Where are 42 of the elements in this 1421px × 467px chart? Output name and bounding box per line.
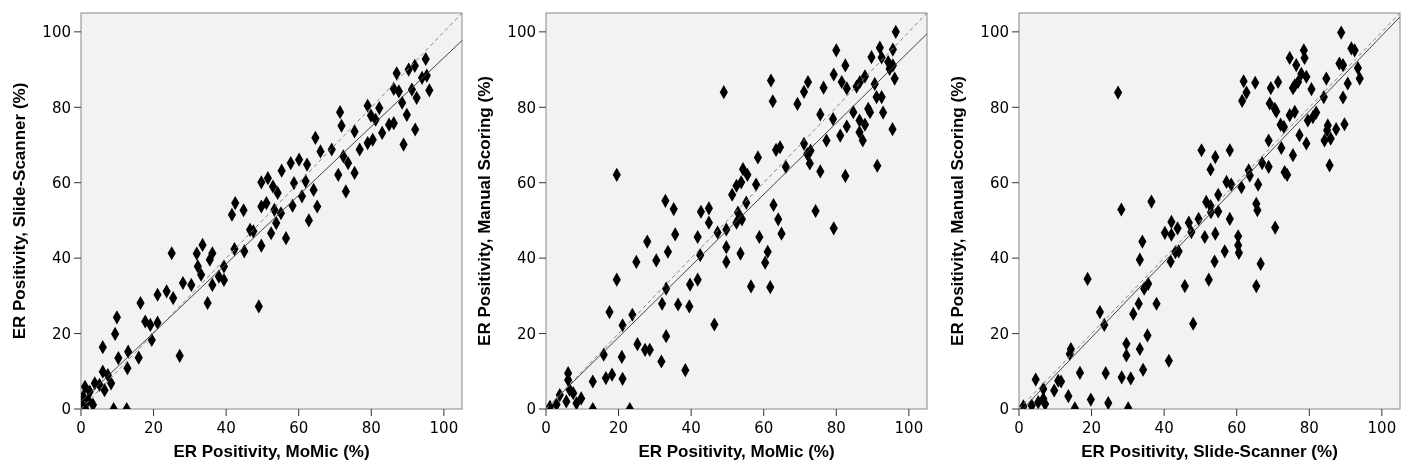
x-tick-label: 40 [1154, 419, 1174, 437]
x-tick-label: 20 [144, 419, 164, 437]
y-tick-label: 0 [999, 400, 1009, 419]
x-tick-label: 0 [541, 419, 551, 437]
x-tick-label: 40 [681, 419, 701, 437]
y-axis-title: ER Positivity, Slide-Scanner (%) [10, 82, 29, 340]
x-axis-title: ER Positivity, Slide-Scanner (%) [1081, 442, 1338, 461]
y-tick-label: 40 [989, 249, 1009, 268]
x-axis-title: ER Positivity, MoMic (%) [173, 442, 370, 461]
x-tick-label: 0 [76, 419, 86, 437]
y-tick-label: 60 [51, 173, 71, 192]
x-tick-label: 80 [826, 419, 846, 437]
y-axis-title: ER Positivity, Manual Scoring (%) [475, 76, 494, 346]
y-tick-label: 80 [516, 98, 536, 117]
x-tick-label: 60 [754, 419, 774, 437]
x-tick-label: 80 [361, 419, 381, 437]
x-tick-label: 20 [1082, 419, 1102, 437]
y-tick-label: 20 [51, 324, 71, 343]
y-tick-label: 0 [526, 400, 536, 419]
x-tick-label: 60 [1227, 419, 1247, 437]
y-tick-label: 20 [516, 324, 536, 343]
x-tick-label: 80 [1299, 419, 1319, 437]
x-tick-label: 100 [1367, 419, 1397, 437]
x-tick-label: 20 [609, 419, 629, 437]
y-tick-label: 60 [989, 173, 1009, 192]
y-axis-title: ER Positivity, Manual Scoring (%) [948, 76, 967, 346]
x-tick-label: 40 [216, 419, 236, 437]
y-tick-label: 40 [51, 249, 71, 268]
x-axis-title: ER Positivity, MoMic (%) [638, 442, 835, 461]
y-tick-label: 100 [980, 23, 1009, 42]
y-tick-label: 100 [507, 23, 536, 42]
y-tick-label: 20 [989, 324, 1009, 343]
y-tick-label: 60 [516, 173, 536, 192]
y-tick-label: 100 [42, 23, 71, 42]
y-tick-label: 0 [61, 400, 71, 419]
x-tick-label: 0 [1014, 419, 1024, 437]
y-tick-label: 40 [516, 249, 536, 268]
y-tick-label: 80 [51, 98, 71, 117]
y-tick-label: 80 [989, 98, 1009, 117]
x-tick-label: 100 [429, 419, 459, 437]
x-tick-label: 60 [289, 419, 309, 437]
x-tick-label: 100 [894, 419, 924, 437]
